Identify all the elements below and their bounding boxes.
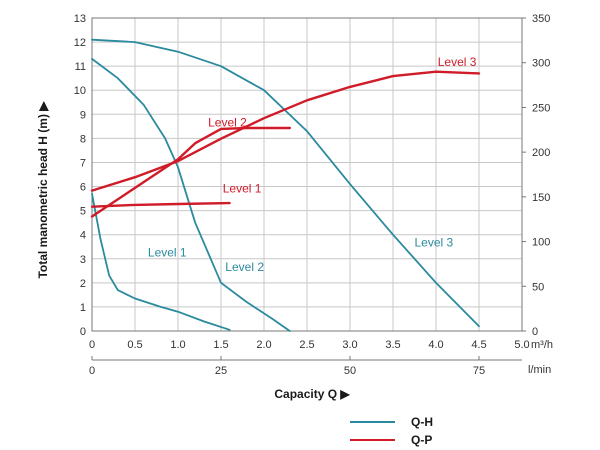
legend: Q-H Q-P xyxy=(350,415,433,447)
curve-q-h-level-1 xyxy=(91,192,231,331)
curve-label-q-p-level-3: Level 3 xyxy=(438,55,477,69)
y2-tick-label: 50 xyxy=(532,281,544,293)
curve-q-h-level-3 xyxy=(91,38,480,328)
y2-tick-label: 250 xyxy=(532,102,550,114)
curve-q-h-level-2 xyxy=(91,58,291,332)
y-tick-label: 8 xyxy=(80,133,86,145)
curve-q-p-level-3 xyxy=(90,70,481,192)
y2-tick-label: 300 xyxy=(532,58,550,70)
x-tick-label: 3.0 xyxy=(342,339,357,351)
curve-q-p-level-1 xyxy=(90,201,231,208)
grid-lines xyxy=(91,17,523,332)
y-tick-label: 10 xyxy=(74,85,86,97)
y-tick-label: 5 xyxy=(80,206,86,218)
y-tick-label: 2 xyxy=(80,278,86,290)
y2-tick-label: 200 xyxy=(532,147,550,159)
x-unit-primary: m³/h xyxy=(531,339,553,351)
x-tick-label: 4.0 xyxy=(428,339,443,351)
x-tick-label: 1.0 xyxy=(170,339,185,351)
y-tick-label: 12 xyxy=(74,37,86,49)
curve-q-p-level-2 xyxy=(90,126,291,218)
curve-label-q-h-level-2: Level 2 xyxy=(225,260,264,274)
curve-label-q-h-level-3: Level 3 xyxy=(415,236,454,250)
tick-labels: 0123456789101112130501001502002503003500… xyxy=(74,13,551,377)
legend-qp-label: Q-P xyxy=(411,433,432,447)
x-axis-title: Capacity Q ▶ xyxy=(274,387,350,401)
y-axis-title: Total manometric head H (m) ▶ xyxy=(36,101,50,279)
y2-tick-label: 0 xyxy=(532,326,538,338)
x2-tick-label: 50 xyxy=(344,365,356,377)
x-tick-label: 0.5 xyxy=(127,339,142,351)
x-tick-label: 0 xyxy=(89,339,95,351)
y-tick-label: 13 xyxy=(74,13,86,25)
x-tick-label: 3.5 xyxy=(385,339,400,351)
curve-label-q-p-level-1: Level 1 xyxy=(223,182,262,196)
legend-qh-label: Q-H xyxy=(411,415,433,429)
y-tick-label: 9 xyxy=(80,109,86,121)
y-tick-label: 1 xyxy=(80,302,86,314)
x-unit-secondary: l/min xyxy=(528,364,551,376)
y2-tick-label: 100 xyxy=(532,237,550,249)
y-tick-label: 4 xyxy=(80,230,86,242)
x-tick-label: 2.0 xyxy=(256,339,271,351)
y-tick-label: 7 xyxy=(80,157,86,169)
x2-tick-label: 0 xyxy=(89,365,95,377)
x-tick-label: 4.5 xyxy=(471,339,486,351)
y-tick-label: 6 xyxy=(80,182,86,194)
y-tick-label: 11 xyxy=(75,61,86,73)
y2-tick-label: 350 xyxy=(532,13,550,25)
curve-label-q-p-level-2: Level 2 xyxy=(208,115,247,129)
curves xyxy=(90,38,481,332)
curve-labels: Level 1 Level 2 Level 3 Level 1 Level 2 Level… xyxy=(148,55,477,274)
x-tick-label: 2.5 xyxy=(299,339,314,351)
x-tick-label: 5.0 xyxy=(514,339,529,351)
x2-tick-label: 25 xyxy=(215,365,227,377)
y-tick-label: 3 xyxy=(80,254,86,266)
x-tick-label: 1.5 xyxy=(213,339,228,351)
x2-tick-label: 75 xyxy=(473,365,485,377)
y2-tick-label: 150 xyxy=(532,192,550,204)
plot-frame xyxy=(91,17,523,332)
y-tick-label: 0 xyxy=(80,326,86,338)
curve-label-q-h-level-1: Level 1 xyxy=(148,245,187,259)
